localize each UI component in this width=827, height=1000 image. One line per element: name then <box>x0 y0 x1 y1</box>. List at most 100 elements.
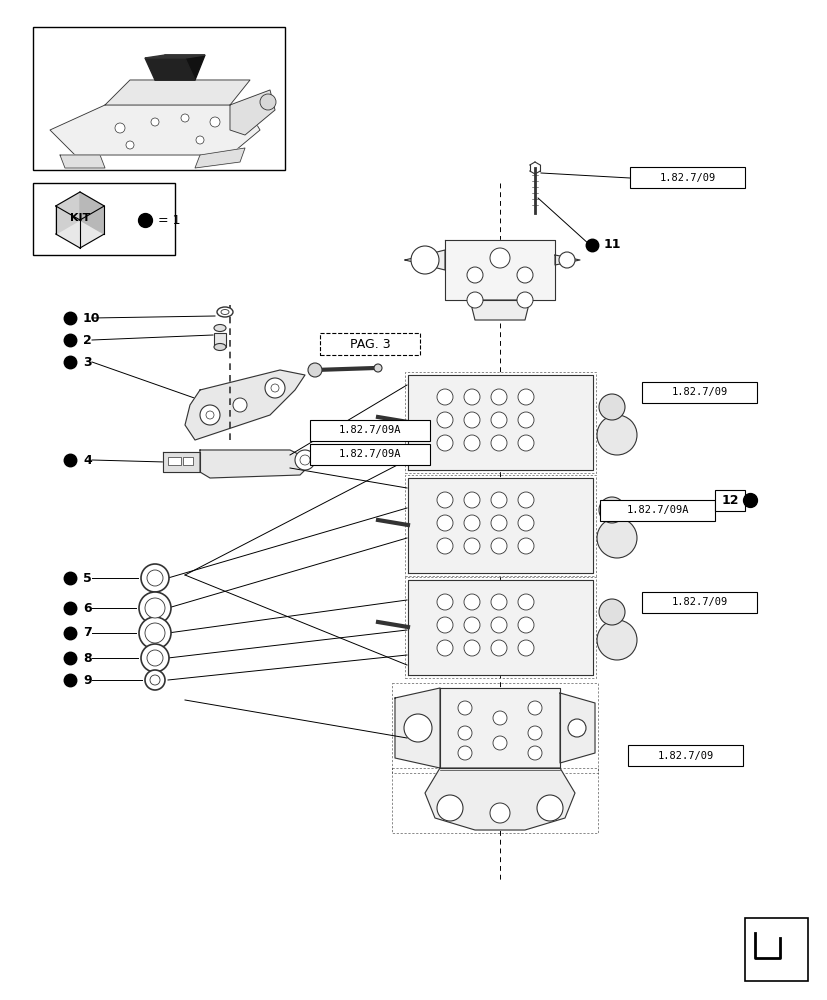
Circle shape <box>463 640 480 656</box>
Circle shape <box>437 594 452 610</box>
Circle shape <box>139 617 171 649</box>
Bar <box>629 167 744 188</box>
Bar <box>715 490 744 511</box>
Circle shape <box>181 114 189 122</box>
Circle shape <box>518 515 533 531</box>
Circle shape <box>147 650 163 666</box>
Text: 2: 2 <box>83 334 92 347</box>
Circle shape <box>299 455 309 465</box>
Text: 1.82.7/09: 1.82.7/09 <box>671 597 727 607</box>
Text: KIT: KIT <box>69 213 90 223</box>
Circle shape <box>528 746 542 760</box>
Text: 8: 8 <box>83 652 92 664</box>
Circle shape <box>151 118 159 126</box>
Ellipse shape <box>213 344 226 351</box>
Ellipse shape <box>217 307 232 317</box>
Circle shape <box>490 435 506 451</box>
Bar <box>183 457 193 465</box>
Circle shape <box>598 497 624 523</box>
Polygon shape <box>394 688 439 768</box>
Circle shape <box>518 594 533 610</box>
Bar <box>168 457 181 465</box>
Circle shape <box>490 389 506 405</box>
Circle shape <box>518 538 533 554</box>
Circle shape <box>463 617 480 633</box>
Circle shape <box>457 701 471 715</box>
Circle shape <box>145 598 165 618</box>
Circle shape <box>126 141 134 149</box>
Circle shape <box>150 675 160 685</box>
Circle shape <box>145 670 165 690</box>
Polygon shape <box>230 90 275 135</box>
Circle shape <box>518 617 533 633</box>
Circle shape <box>490 640 506 656</box>
Circle shape <box>270 384 279 392</box>
Polygon shape <box>60 155 105 168</box>
Text: 1.82.7/09A: 1.82.7/09A <box>338 450 401 460</box>
Circle shape <box>147 570 163 586</box>
Polygon shape <box>145 55 205 58</box>
Text: = 1: = 1 <box>158 214 180 227</box>
Circle shape <box>463 594 480 610</box>
Circle shape <box>139 592 171 624</box>
Circle shape <box>437 515 452 531</box>
Text: 9: 9 <box>83 674 92 686</box>
Circle shape <box>210 117 220 127</box>
Polygon shape <box>80 192 104 234</box>
Circle shape <box>437 492 452 508</box>
Circle shape <box>490 412 506 428</box>
Polygon shape <box>55 220 104 248</box>
Polygon shape <box>163 452 200 472</box>
Polygon shape <box>105 80 250 105</box>
Polygon shape <box>408 580 592 675</box>
Bar <box>213 333 226 347</box>
Circle shape <box>518 389 533 405</box>
Circle shape <box>437 640 452 656</box>
Circle shape <box>463 492 480 508</box>
Circle shape <box>516 292 533 308</box>
Circle shape <box>490 248 509 268</box>
Text: 1.82.7/09A: 1.82.7/09A <box>625 506 688 516</box>
Circle shape <box>490 515 506 531</box>
Ellipse shape <box>308 363 322 377</box>
Circle shape <box>528 701 542 715</box>
Circle shape <box>490 803 509 823</box>
Text: 10: 10 <box>83 312 100 324</box>
Bar <box>33 27 284 170</box>
Text: 4: 4 <box>83 454 92 466</box>
Circle shape <box>537 795 562 821</box>
Polygon shape <box>444 240 554 300</box>
Polygon shape <box>50 105 260 155</box>
Ellipse shape <box>213 324 226 332</box>
Circle shape <box>598 599 624 625</box>
Text: 1.82.7/09: 1.82.7/09 <box>657 750 713 760</box>
Circle shape <box>232 398 246 412</box>
Circle shape <box>596 620 636 660</box>
Circle shape <box>437 795 462 821</box>
Polygon shape <box>195 148 245 168</box>
Ellipse shape <box>221 310 229 314</box>
Circle shape <box>596 518 636 558</box>
Circle shape <box>404 714 432 742</box>
Polygon shape <box>470 300 529 320</box>
Circle shape <box>437 435 452 451</box>
Circle shape <box>463 515 480 531</box>
Polygon shape <box>155 55 205 80</box>
Text: 3: 3 <box>83 356 92 368</box>
Text: 11: 11 <box>603 238 621 251</box>
Circle shape <box>518 640 533 656</box>
Bar <box>641 592 756 613</box>
Circle shape <box>437 412 452 428</box>
Circle shape <box>490 617 506 633</box>
Text: 12: 12 <box>720 493 738 506</box>
Circle shape <box>528 726 542 740</box>
Circle shape <box>466 267 482 283</box>
Circle shape <box>598 394 624 420</box>
Text: 1.82.7/09: 1.82.7/09 <box>658 173 715 183</box>
Circle shape <box>457 726 471 740</box>
Text: PAG. 3: PAG. 3 <box>349 338 390 351</box>
Circle shape <box>437 538 452 554</box>
Circle shape <box>206 411 213 419</box>
Circle shape <box>437 389 452 405</box>
Circle shape <box>200 405 220 425</box>
